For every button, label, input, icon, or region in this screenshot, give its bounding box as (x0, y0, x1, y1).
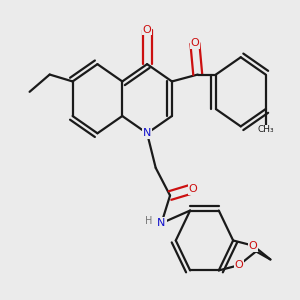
Text: N: N (157, 218, 166, 228)
Text: O: O (143, 25, 152, 34)
Text: O: O (190, 38, 199, 48)
Text: O: O (249, 241, 258, 251)
Text: O: O (235, 260, 243, 270)
Text: O: O (189, 184, 197, 194)
Text: CH₃: CH₃ (257, 125, 274, 134)
Text: N: N (143, 128, 151, 138)
Text: H: H (145, 217, 152, 226)
